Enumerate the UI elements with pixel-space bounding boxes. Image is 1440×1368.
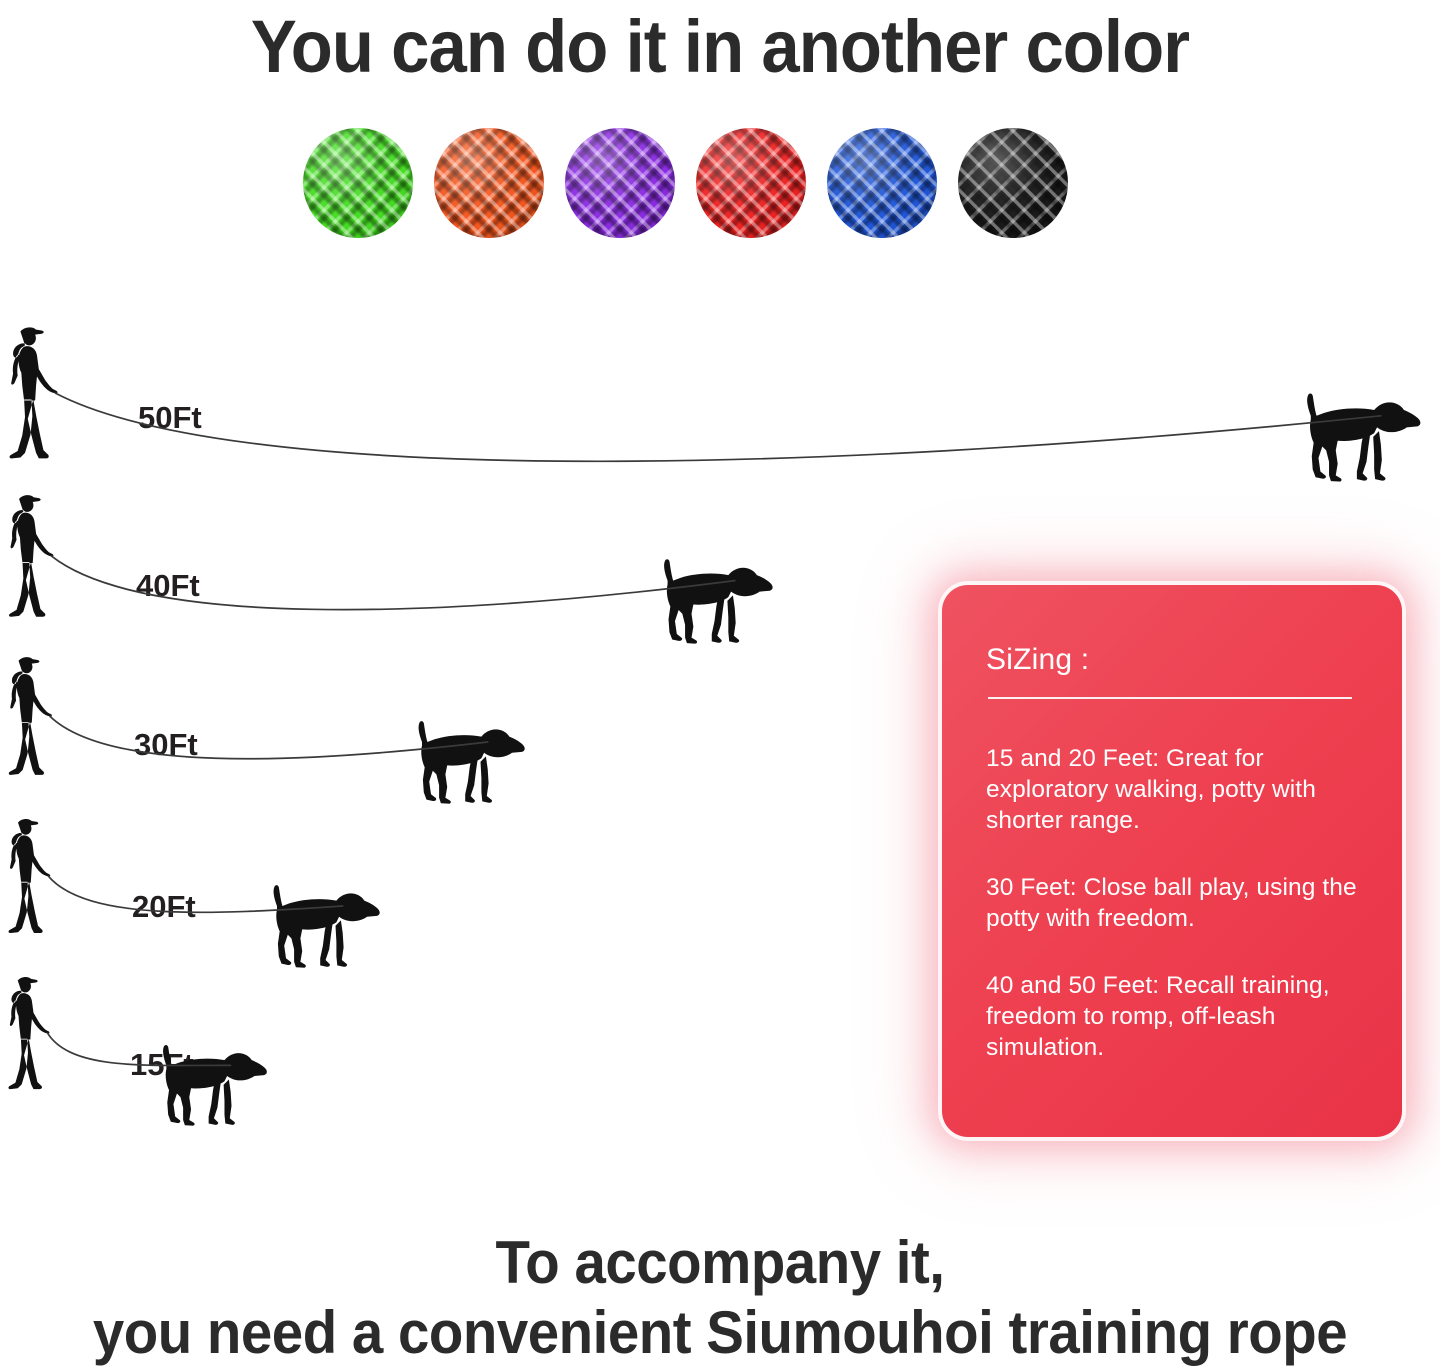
person-walking bbox=[2, 655, 67, 784]
page-title: You can do it in another color bbox=[250, 5, 1190, 88]
sizing-panel-body: 15 and 20 Feet: Great for exploratory wa… bbox=[986, 743, 1362, 1063]
person-silhouette bbox=[9, 495, 54, 617]
dog-silhouette bbox=[418, 721, 525, 804]
swatch-shading bbox=[696, 128, 806, 238]
leash-line bbox=[46, 1032, 232, 1067]
leash-row-20ft: 20Ft bbox=[0, 817, 1440, 987]
sizing-panel-title: SiZing : bbox=[986, 643, 1090, 676]
rope-weave-texture bbox=[434, 128, 544, 238]
leash-length-label-20ft: 20Ft bbox=[132, 889, 196, 924]
bottom-tagline: To accompany it, you need a convenient S… bbox=[43, 1228, 1397, 1368]
dog-walking bbox=[250, 879, 385, 974]
color-swatch-purple[interactable] bbox=[565, 128, 675, 238]
color-swatch-green[interactable] bbox=[303, 128, 413, 238]
person-silhouette bbox=[8, 819, 51, 934]
person-silhouette bbox=[9, 327, 58, 459]
leash-line bbox=[49, 715, 489, 760]
dog-walking bbox=[1282, 387, 1426, 488]
person-silhouette bbox=[8, 976, 50, 1090]
dog-silhouette bbox=[273, 885, 380, 968]
person-walking bbox=[2, 493, 69, 626]
color-swatch-orange[interactable] bbox=[434, 128, 544, 238]
dog-silhouette bbox=[664, 559, 773, 644]
swatch-shading bbox=[434, 128, 544, 238]
tagline-line-1: To accompany it, bbox=[495, 1229, 945, 1296]
leash-row-40ft: 40Ft bbox=[0, 493, 1440, 663]
color-swatch-blue[interactable] bbox=[827, 128, 937, 238]
dog-walking bbox=[640, 553, 778, 650]
person-silhouette bbox=[8, 657, 52, 775]
swatch-shading bbox=[303, 128, 413, 238]
tagline-line-2: you need a convenient Siumouhoi training… bbox=[92, 1299, 1348, 1366]
sizing-panel-divider bbox=[988, 697, 1352, 699]
rope-weave-texture bbox=[827, 128, 937, 238]
leash-row-15ft: 15Ft bbox=[0, 975, 1440, 1145]
leash-line bbox=[50, 555, 736, 611]
swatch-shading bbox=[565, 128, 675, 238]
rope-weave-texture bbox=[958, 128, 1068, 238]
leash-line bbox=[47, 875, 344, 914]
sizing-item-2: 30 Feet: Close ball play, using the pott… bbox=[986, 874, 1357, 932]
sizing-panel: SiZing : 15 and 20 Feet: Great for explo… bbox=[942, 585, 1402, 1137]
person-walking bbox=[2, 817, 64, 942]
dog-walking bbox=[395, 715, 530, 810]
swatch-shading bbox=[958, 128, 1068, 238]
leash-line bbox=[54, 392, 1382, 463]
color-swatch-row bbox=[303, 128, 1068, 238]
leash-row-50ft: 50Ft bbox=[0, 325, 1440, 495]
color-swatch-black[interactable] bbox=[958, 128, 1068, 238]
person-walking bbox=[2, 325, 74, 468]
rope-weave-texture bbox=[303, 128, 413, 238]
sizing-item-1: 15 and 20 Feet: Great for exploratory wa… bbox=[986, 745, 1316, 834]
dog-silhouette bbox=[1307, 393, 1421, 482]
leash-row-30ft: 30Ft bbox=[0, 655, 1440, 825]
swatch-shading bbox=[827, 128, 937, 238]
sizing-item-3: 40 and 50 Feet: Recall training, freedom… bbox=[986, 972, 1330, 1061]
rope-weave-texture bbox=[565, 128, 675, 238]
rope-weave-texture bbox=[696, 128, 806, 238]
person-walking bbox=[2, 975, 63, 1098]
leash-length-diagram: 50Ft 40Ft 30Ft 20Ft 15Ft bbox=[0, 325, 1440, 1130]
color-swatch-red[interactable] bbox=[696, 128, 806, 238]
